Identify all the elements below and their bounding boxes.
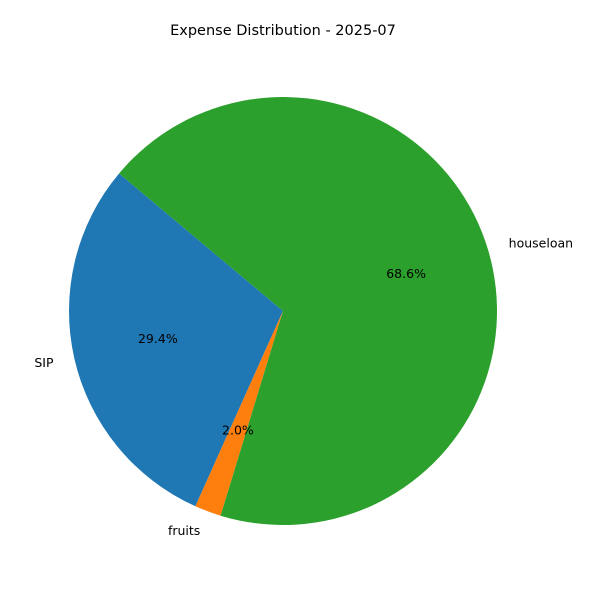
pie-labels: SIP 29.4% fruits 2.0% houseloan 68.6% [34, 236, 573, 538]
pie-slice-sip [69, 173, 283, 507]
slice-label-sip: SIP [34, 355, 54, 370]
pie-slice-fruits [195, 311, 283, 516]
pie-slice-houseloan [119, 96, 498, 525]
pie-slices [69, 96, 498, 525]
percent-label-fruits: 2.0% [222, 423, 254, 438]
chart-title: Expense Distribution - 2025-07 [170, 23, 396, 39]
slice-label-fruits: fruits [168, 523, 200, 538]
slice-label-houseloan: houseloan [509, 236, 573, 251]
percent-label-houseloan: 68.6% [386, 266, 426, 281]
percent-label-sip: 29.4% [138, 331, 178, 346]
